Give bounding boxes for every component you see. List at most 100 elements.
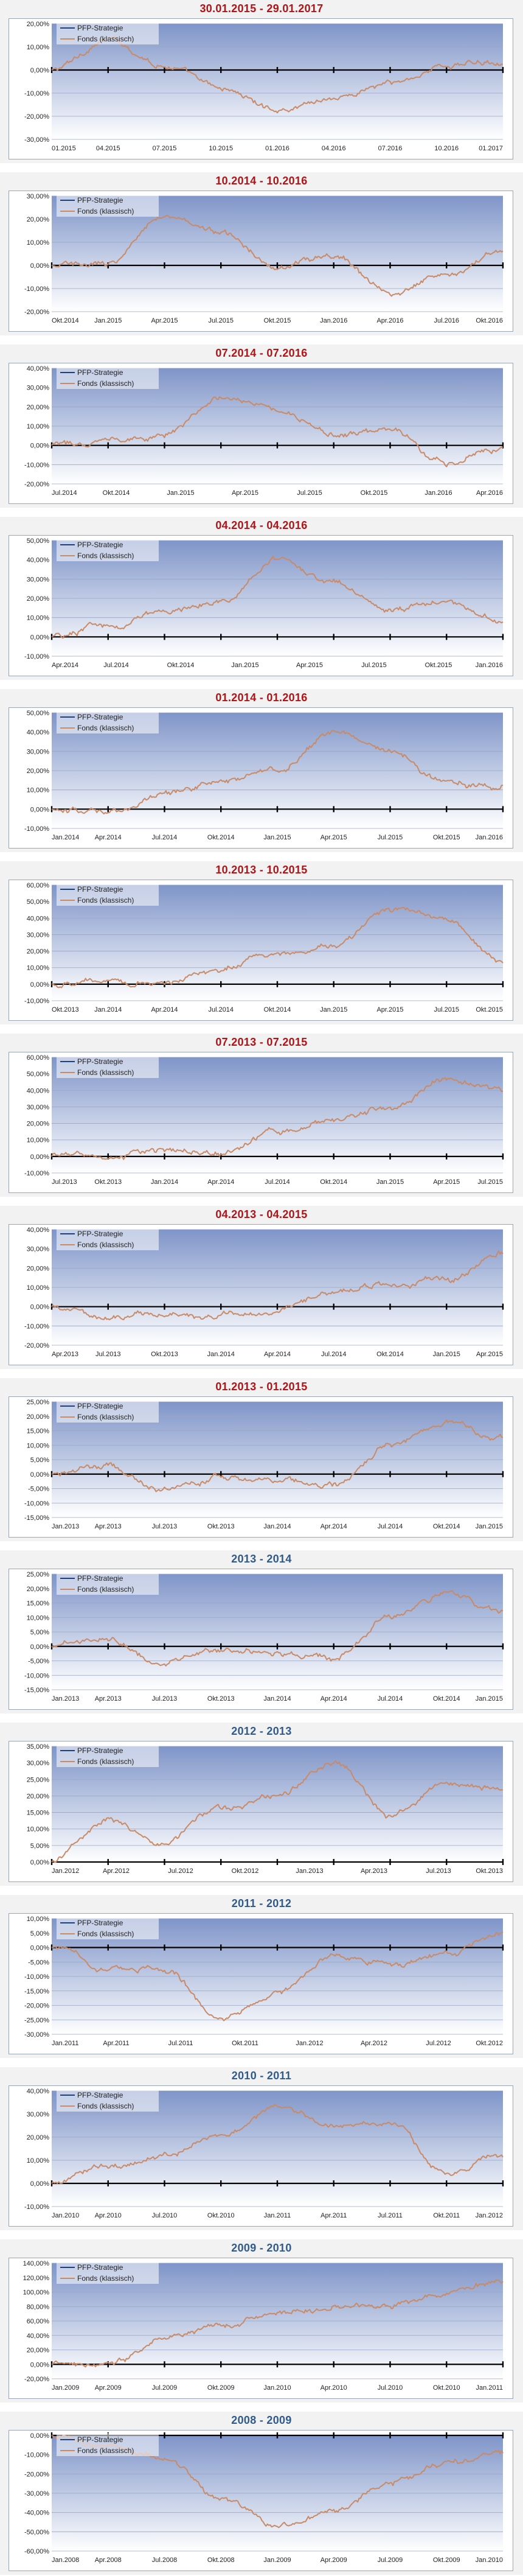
x-tick-label: Okt.2014 [376, 1351, 404, 1358]
y-tick-label: -20,00% [24, 2471, 49, 2478]
x-tick-label: Jul.2012 [426, 2040, 451, 2047]
chart-title: 2010 - 2011 [231, 2070, 292, 2082]
x-tick-label: Okt.2014 [103, 489, 130, 497]
y-tick-label: 30,00% [27, 1246, 50, 1253]
y-tick-label: 100,00% [23, 2289, 50, 2297]
series-line-fund [51, 555, 504, 639]
chart-frame: 40,00% 30,00% 20,00% 10,00% 0,00% -10,00% -20,… [9, 1224, 513, 1365]
line-chart: 25,00% 20,00% 15,00% 10,00% 5,00% 0,00% -5,00%… [24, 1571, 504, 1703]
legend-label-fund: Fonds (klassisch) [77, 551, 134, 560]
chart-panel: 01.2014 - 01.2016 50,00% 40,00% 30,00% 20,00… [0, 689, 523, 852]
legend-label-fund: Fonds (klassisch) [77, 1068, 134, 1077]
x-tick-label: Apr.2015 [433, 1178, 460, 1186]
y-tick-label: -15,00% [24, 1988, 49, 1995]
legend-label-strategy: PFP-Strategie [77, 885, 123, 894]
x-tick-label: Jan.2015 [94, 317, 122, 324]
x-tick-label: Apr.2014 [151, 1006, 178, 1013]
x-tick-label: Apr.2013 [361, 1867, 387, 1875]
x-tick-label: Apr.2012 [361, 2040, 387, 2047]
legend-box [57, 883, 159, 906]
y-tick-label: -10,00% [24, 998, 49, 1005]
x-tick-label: Apr.2013 [95, 1523, 122, 1530]
y-tick-label: 40,00% [27, 365, 50, 373]
x-tick-label: Okt.2012 [476, 2040, 503, 2047]
series-line-fund [51, 906, 504, 989]
x-tick-label: Jul.2009 [378, 2557, 403, 2564]
y-tick-label: 20,00% [27, 1793, 50, 1800]
y-tick-label: 5,00% [30, 1457, 49, 1464]
x-tick-label: Apr.2015 [476, 1351, 503, 1358]
chart-title: 2009 - 2010 [231, 2242, 292, 2254]
line-chart: 0,00% -10,00% -20,00% -30,00% -40,00% -50,00%… [24, 2432, 504, 2564]
y-tick-label: 30,00% [27, 1104, 50, 1111]
legend-label-strategy: PFP-Strategie [77, 1919, 123, 1927]
chart-frame: 50,00% 40,00% 30,00% 20,00% 10,00% 0,00% -10,0… [9, 535, 513, 676]
x-tick-label: 10.2016 [434, 145, 459, 152]
legend-box [57, 1744, 159, 1767]
x-tick-label: Okt.2013 [207, 1523, 235, 1530]
chart-frame: 25,00% 20,00% 15,00% 10,00% 5,00% 0,00% -5,00%… [9, 1569, 513, 1710]
y-tick-label: 40,00% [27, 1227, 50, 1234]
x-tick-label: 01.2016 [265, 145, 289, 152]
y-tick-label: 20,00% [27, 1265, 50, 1272]
y-tick-label: 40,00% [27, 729, 50, 737]
chart-title: 04.2014 - 04.2016 [215, 519, 308, 531]
legend-box [57, 21, 159, 44]
x-tick-label: Jul.2014 [152, 834, 178, 841]
x-tick-label: Jan.2015 [263, 834, 291, 841]
legend-box [57, 1572, 159, 1595]
x-tick-label: Jan.2016 [476, 834, 503, 841]
y-tick-label: 10,00% [27, 44, 50, 51]
y-tick-label: 30,00% [27, 931, 50, 939]
y-tick-label: 0,00% [30, 634, 49, 641]
y-tick-label: 50,00% [27, 898, 50, 906]
y-tick-label: 10,00% [27, 1137, 50, 1144]
legend-label-strategy: PFP-Strategie [77, 1057, 123, 1066]
x-tick-label: Jul.2015 [208, 317, 234, 324]
legend: PFP-Strategie Fonds (klassisch) [57, 2433, 159, 2456]
x-tick-label: Jan.2013 [52, 1695, 79, 1703]
y-tick-label: 10,00% [27, 2157, 50, 2165]
legend-label-fund: Fonds (klassisch) [77, 2446, 134, 2455]
y-tick-label: 20,00% [27, 1586, 50, 1593]
y-tick-label: -25,00% [24, 2017, 49, 2024]
y-tick-label: 0,00% [30, 1153, 49, 1161]
y-tick-label: 25,00% [27, 1571, 50, 1578]
chart-panel: 2011 - 2012 10,00% 5,00% 0,00% -5,00% -10,00%… [0, 1895, 523, 2058]
x-tick-label: Okt.2011 [433, 2212, 460, 2219]
legend: PFP-Strategie Fonds (klassisch) [57, 710, 159, 733]
x-tick-label: Okt.2014 [52, 317, 79, 324]
chart-panel: 30.01.2015 - 29.01.2017 20,00% 10,00% 0,00%… [0, 0, 523, 163]
y-tick-label: 30,00% [27, 576, 50, 583]
y-tick-label: -60,00% [24, 2548, 49, 2555]
legend-label-fund: Fonds (klassisch) [77, 1241, 134, 1249]
x-tick-label: Jan.2011 [476, 2384, 503, 2392]
y-tick-label: -30,00% [24, 2031, 49, 2039]
y-tick-label: 40,00% [27, 915, 50, 922]
chart-title: 10.2013 - 10.2015 [215, 864, 308, 876]
x-tick-label: Jan.2015 [320, 1006, 347, 1013]
x-tick-label: Jan.2010 [263, 2384, 291, 2392]
legend-box [57, 710, 159, 733]
x-tick-label: Jul.2014 [103, 662, 129, 669]
legend-label-strategy: PFP-Strategie [77, 1746, 123, 1755]
legend: PFP-Strategie Fonds (klassisch) [57, 2261, 159, 2284]
y-tick-label: 0,00% [30, 981, 49, 989]
y-tick-label: 20,00% [27, 21, 50, 28]
legend-label-fund: Fonds (klassisch) [77, 724, 134, 732]
x-tick-label: Jul.2015 [434, 1006, 459, 1013]
y-tick-label: 30,00% [27, 385, 50, 392]
legend-label-strategy: PFP-Strategie [77, 713, 123, 721]
x-tick-label: Apr.2009 [320, 2557, 347, 2564]
series-line-fund [51, 1590, 504, 1667]
x-tick-label: Jul.2014 [378, 1523, 403, 1530]
legend-label-strategy: PFP-Strategie [77, 1574, 123, 1583]
x-tick-label: Jan.2009 [52, 2384, 79, 2392]
legend: PFP-Strategie Fonds (klassisch) [57, 1572, 159, 1595]
legend-label-fund: Fonds (klassisch) [77, 896, 134, 905]
y-tick-label: -5,00% [28, 1959, 49, 1966]
y-tick-label: 40,00% [27, 2333, 50, 2340]
chart-panel: 2009 - 2010 140,00% 120,00% 100,00% 80,00% 60… [0, 2239, 523, 2403]
series-line-fund [51, 1931, 504, 2021]
y-tick-label: 15,00% [27, 1600, 50, 1608]
